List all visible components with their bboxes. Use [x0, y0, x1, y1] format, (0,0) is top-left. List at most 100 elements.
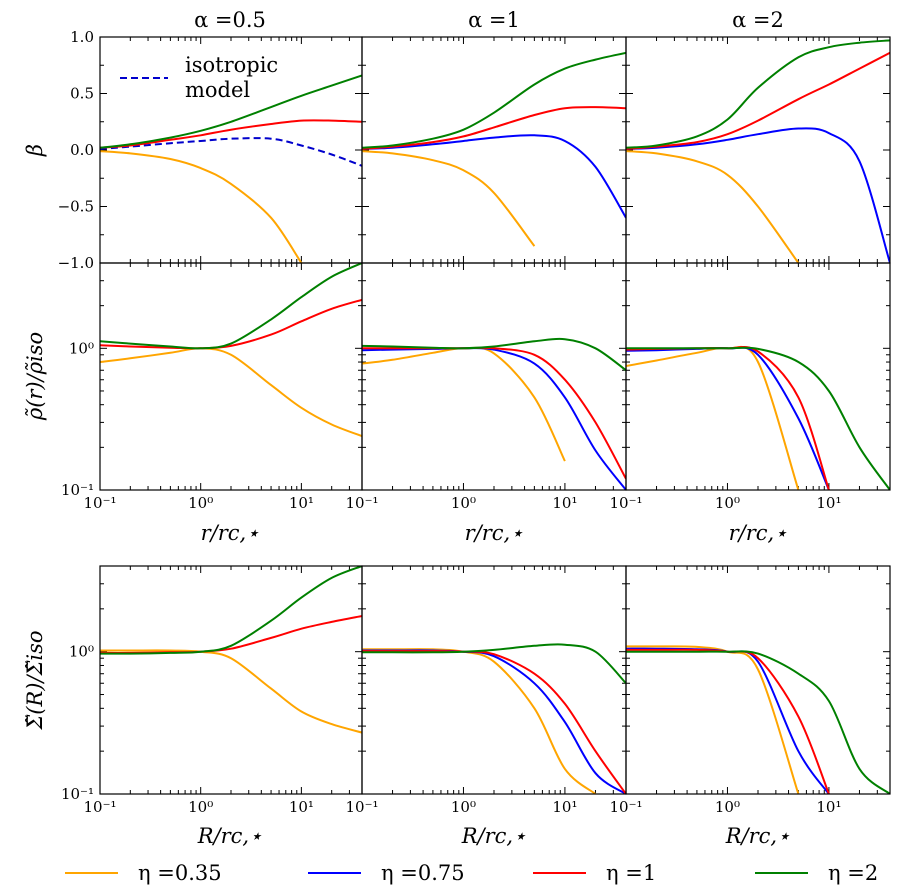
series-eta-0-75: [362, 134, 626, 219]
series-eta-2: [626, 346, 890, 490]
series-eta-0-35: [626, 345, 800, 490]
legend-label-eta-0-35: η =0.35: [138, 861, 222, 885]
xlabel-R-col2: R/rc,⋆: [461, 824, 527, 848]
legend-label-eta-1: η =1: [606, 861, 656, 885]
row-labels: β ρ̃(r)/ρ̃iso Σ̃(R)/Σ̃iso: [23, 144, 47, 731]
series-isotropic: [100, 137, 362, 167]
series-eta-2: [626, 39, 890, 149]
y-tick-label: 10⁰: [69, 643, 94, 661]
column-titles: α =0.5 α =1 α =2: [194, 8, 784, 32]
y-tick-label: 10⁻¹: [61, 785, 94, 803]
series-eta-1: [362, 346, 626, 480]
title-alpha-0-5: α =0.5: [194, 8, 266, 32]
series-eta-1: [100, 615, 362, 654]
y-tick-label: −1.0: [58, 254, 94, 272]
x-tick-label: 10⁻¹: [83, 798, 116, 816]
panel-frame: [99, 565, 363, 795]
series-eta-0-35: [626, 150, 800, 263]
xlabel-R-col3: R/rc,⋆: [725, 824, 791, 848]
panel-rho-col1: 10⁰ 10⁻¹10⁻¹ 10⁰ 10¹: [61, 262, 363, 512]
series-eta-0-35: [362, 150, 536, 247]
x-tick-label: 10⁻¹: [609, 798, 642, 816]
series-eta-2: [362, 643, 626, 684]
x-tick-label: 10¹: [816, 798, 841, 816]
series-eta-2: [362, 51, 626, 149]
y-tick-label: 10⁻¹: [61, 481, 94, 499]
series-eta-2: [100, 263, 362, 350]
panel-frame: [625, 36, 891, 264]
panel-frame: [361, 36, 627, 264]
xlabel-r-col2: r/rc,⋆: [465, 521, 524, 545]
ylabel-beta: β: [23, 144, 47, 157]
x-tick-label: 10¹: [552, 798, 577, 816]
series-eta-0-75: [626, 647, 830, 794]
x-tick-label: 10¹: [289, 494, 314, 512]
panel-beta-col3: [625, 36, 891, 264]
x-tick-label: 10⁰: [188, 494, 213, 512]
panel-sigma-col3: 10⁻¹ 10⁰ 10¹: [609, 565, 891, 816]
x-tick-label: 10⁰: [451, 494, 476, 512]
series-eta-0-35: [626, 645, 800, 794]
series-eta-1: [100, 298, 362, 350]
series-eta-0-75: [362, 649, 626, 794]
series-eta-1: [362, 650, 626, 794]
y-tick-label: 10⁰: [69, 339, 94, 357]
legend: η =0.35 η =0.75 η =1 η =2: [65, 861, 878, 885]
isotropic-legend-label-1: isotropic: [185, 53, 278, 77]
series-eta-0-75: [626, 127, 890, 263]
series-eta-0-75: [362, 347, 626, 490]
xlabel-R-col1: R/rc,⋆: [197, 824, 263, 848]
title-alpha-2: α =2: [732, 8, 784, 32]
x-tick-label: 10⁰: [451, 798, 476, 816]
y-tick-label: 0.5: [70, 85, 94, 103]
series-eta-1: [626, 648, 830, 794]
series-eta-0-75: [626, 346, 830, 490]
panel-sigma-col2: 10⁻¹ 10⁰ 10¹: [345, 565, 627, 816]
panel-rho-col3: 10⁻¹ 10⁰ 10¹: [609, 262, 891, 512]
series-eta-2: [626, 650, 890, 794]
x-tick-label: 10⁻¹: [83, 494, 116, 512]
x-tick-label: 10⁰: [188, 798, 213, 816]
x-tick-label: 10⁻¹: [345, 798, 378, 816]
xlabel-r-col3: r/rc,⋆: [729, 521, 788, 545]
panel-frame: [99, 262, 363, 491]
series-eta-0-35: [100, 649, 362, 734]
ylabel-sigma: Σ̃(R)/Σ̃iso: [23, 630, 47, 730]
series-eta-0-35: [100, 347, 362, 438]
y-tick-label: 0.0: [70, 141, 94, 159]
panel-beta-col1: 1.0 0.5 0.0 −0.5 −1.0: [58, 28, 363, 272]
title-alpha-1: α =1: [468, 8, 520, 32]
series-eta-2: [100, 566, 362, 655]
panel-sigma-col1: 10⁰ 10⁻¹10⁻¹ 10⁰ 10¹: [61, 565, 363, 816]
x-tick-label: 10⁰: [715, 798, 740, 816]
series-eta-1: [362, 106, 626, 150]
x-tick-label: 10¹: [289, 798, 314, 816]
x-axis-labels: r/rc,⋆ r/rc,⋆ r/rc,⋆ R/rc,⋆ R/rc,⋆ R/rc,…: [197, 521, 791, 848]
legend-label-eta-2: η =2: [828, 861, 878, 885]
ylabel-rho: ρ̃(r)/ρ̃iso: [23, 332, 47, 421]
series-eta-1: [626, 51, 890, 150]
legend-label-eta-0-75: η =0.75: [381, 861, 465, 885]
xlabel-r-col1: r/rc,⋆: [201, 521, 260, 545]
isotropic-legend-label-2: model: [185, 78, 250, 102]
panel-rho-col2: 10⁻¹ 10⁰ 10¹: [345, 262, 627, 512]
series-eta-0-35: [100, 150, 303, 263]
series-eta-2: [362, 337, 626, 372]
x-tick-label: 10⁰: [715, 494, 740, 512]
y-tick-label: 1.0: [70, 28, 94, 46]
series-eta-1: [100, 119, 362, 149]
series-eta-2: [100, 74, 362, 149]
y-tick-label: −0.5: [58, 198, 94, 216]
panel-beta-col2: [361, 36, 627, 264]
panel-frame: [625, 565, 891, 795]
x-tick-label: 10⁻¹: [609, 494, 642, 512]
x-tick-label: 10⁻¹: [345, 494, 378, 512]
series-eta-0-35: [362, 648, 597, 794]
panel-frame: [361, 262, 627, 491]
panel-frame: [625, 262, 891, 491]
isotropic-legend: isotropic model: [120, 53, 278, 102]
x-tick-label: 10¹: [816, 494, 841, 512]
x-tick-label: 10¹: [552, 494, 577, 512]
